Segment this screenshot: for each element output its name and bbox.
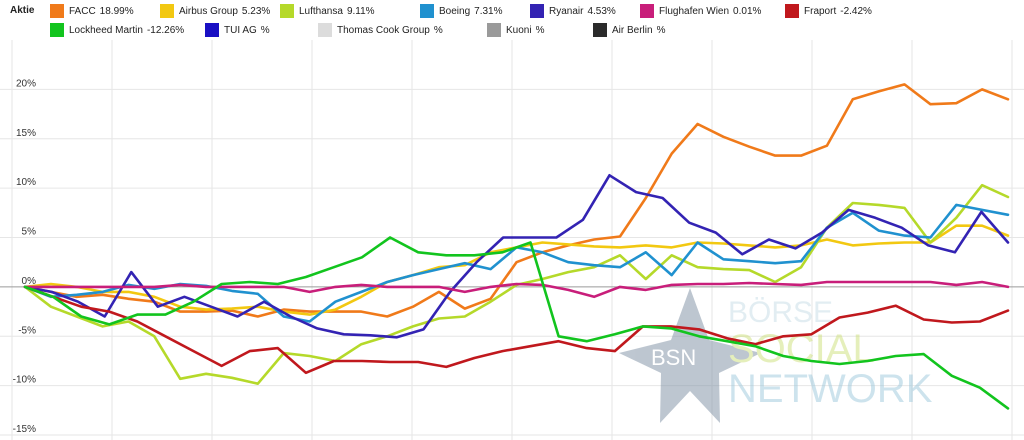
- legend-swatch: [420, 4, 434, 18]
- series-lines: [23, 83, 1010, 410]
- y-tick-label: -10%: [13, 375, 36, 386]
- line-chart: BSN BÖRSE SOCIAL NETWORK 20% 15% 10% 5% 0% -5…: [0, 40, 1024, 440]
- watermark-line2: SOCIAL: [728, 327, 875, 371]
- series-line-lockheed-martin: [23, 236, 1010, 410]
- legend-series-value: %: [260, 24, 270, 36]
- series-line-facc: [23, 83, 1010, 318]
- legend-item-boeing[interactable]: Boeing 7.31%: [420, 3, 503, 19]
- series-line-flughafen-wien: [23, 280, 1010, 299]
- legend-swatch: [640, 4, 654, 18]
- vertical-gridlines: [11, 40, 1013, 440]
- legend-swatch: [593, 23, 607, 37]
- legend-series-value: 0.01%: [733, 5, 762, 17]
- legend-item-flughafen-wien[interactable]: Flughafen Wien 0.01%: [640, 3, 761, 19]
- legend-swatch: [280, 4, 294, 18]
- y-tick-label: 20%: [16, 78, 36, 89]
- legend-swatch: [785, 4, 799, 18]
- legend-swatch: [205, 23, 219, 37]
- legend-item-air-berlin[interactable]: Air Berlin%: [593, 22, 665, 38]
- chart-legend: Aktie FACC 18.99% Airbus Group 5.23% Lufthan…: [0, 0, 1024, 40]
- legend-series-value: %: [656, 24, 666, 36]
- legend-series-name: TUI AG: [224, 24, 257, 36]
- legend-series-name: Air Berlin: [612, 24, 653, 36]
- watermark-star-text: BSN: [651, 345, 696, 370]
- y-axis-labels: 20% 15% 10% 5% 0% -5% -10% -15%: [13, 78, 36, 435]
- legend-title: Aktie: [10, 5, 35, 16]
- legend-swatch: [160, 4, 174, 18]
- legend-series-name: Ryanair: [549, 5, 584, 17]
- legend-item-airbus-group[interactable]: Airbus Group 5.23%: [160, 3, 270, 19]
- legend-series-name: Fraport: [804, 5, 837, 17]
- legend-series-value: %: [535, 24, 545, 36]
- watermark-line1: BÖRSE: [728, 296, 833, 329]
- legend-item-tui-ag[interactable]: TUI AG%: [205, 22, 270, 38]
- y-tick-label: 15%: [16, 128, 36, 139]
- legend-series-name: FACC: [69, 5, 96, 17]
- legend-series-value: -12.26%: [146, 24, 185, 36]
- watermark-line3: NETWORK: [728, 367, 933, 411]
- legend-item-thomas-cook-group[interactable]: Thomas Cook Group%: [318, 22, 443, 38]
- y-tick-label: 10%: [16, 177, 36, 188]
- legend-swatch: [530, 4, 544, 18]
- legend-item-facc[interactable]: FACC 18.99%: [50, 3, 134, 19]
- legend-series-value: 4.53%: [587, 5, 616, 17]
- legend-swatch: [50, 23, 64, 37]
- y-tick-label: -15%: [13, 424, 36, 435]
- series-line-ryanair: [23, 174, 1010, 339]
- legend-series-name: Flughafen Wien: [659, 5, 730, 17]
- legend-series-name: Kuoni: [506, 24, 532, 36]
- series-line-fraport: [23, 285, 1010, 375]
- legend-series-name: Lufthansa: [299, 5, 343, 17]
- legend-series-value: 7.31%: [474, 5, 503, 17]
- legend-series-name: Boeing: [439, 5, 471, 17]
- legend-series-value: 18.99%: [99, 5, 134, 17]
- legend-item-fraport[interactable]: Fraport -2.42%: [785, 3, 872, 19]
- legend-item-kuoni[interactable]: Kuoni%: [487, 22, 544, 38]
- legend-item-ryanair[interactable]: Ryanair 4.53%: [530, 3, 616, 19]
- legend-swatch: [318, 23, 332, 37]
- legend-swatch: [487, 23, 501, 37]
- y-tick-label: 0%: [22, 276, 37, 287]
- legend-series-value: -2.42%: [840, 5, 872, 17]
- legend-series-name: Thomas Cook Group: [337, 24, 430, 36]
- legend-series-value: 5.23%: [241, 5, 271, 17]
- legend-item-lufthansa[interactable]: Lufthansa 9.11%: [280, 3, 375, 19]
- watermark-star-icon: [619, 288, 761, 423]
- legend-series-value: %: [433, 24, 443, 36]
- y-tick-label: -5%: [18, 325, 36, 336]
- legend-series-name: Lockheed Martin: [69, 24, 143, 36]
- legend-item-lockheed-martin[interactable]: Lockheed Martin -12.26%: [50, 22, 184, 38]
- legend-series-value: 9.11%: [346, 5, 375, 17]
- legend-swatch: [50, 4, 64, 18]
- y-tick-label: 5%: [22, 227, 37, 238]
- legend-series-name: Airbus Group: [179, 5, 238, 17]
